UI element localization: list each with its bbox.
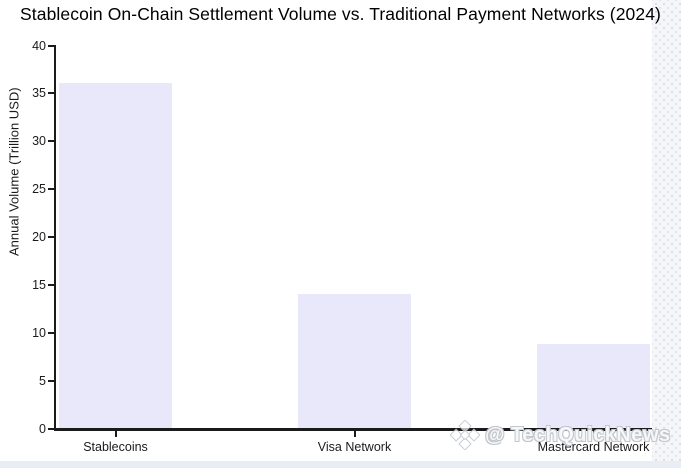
y-tick-label: 30 [32, 134, 46, 149]
x-tick-label: Visa Network [317, 440, 392, 454]
binance-diamond-logo [450, 420, 480, 450]
watermark: @ TechQuickNews [450, 420, 671, 450]
x-tick-mark [114, 431, 117, 437]
y-tick-label: 10 [32, 325, 46, 340]
x-axis-line [54, 428, 652, 431]
y-tick-mark [48, 236, 55, 238]
y-tick-mark [48, 427, 55, 430]
y-tick-mark [48, 331, 55, 334]
x-tick-label: Mastercard Network [537, 440, 650, 454]
x-tick-label: Stablecoins [83, 440, 148, 454]
y-tick-mark [48, 379, 55, 382]
watermark-handle: @ TechQuickNews [485, 423, 671, 446]
y-tick-label: 0 [39, 421, 46, 436]
bar-visa-network [298, 294, 411, 431]
y-tick-mark [48, 188, 55, 191]
y-tick-mark [48, 140, 55, 143]
chart-title: Stablecoin On-Chain Settlement Volume vs… [20, 4, 661, 24]
y-tick-label: 20 [32, 230, 46, 244]
x-tick-mark [592, 431, 595, 437]
bar-stablecoins [59, 83, 172, 431]
y-tick-mark [48, 44, 55, 47]
page-texture-bottom [0, 461, 681, 468]
y-tick-label: 35 [32, 86, 46, 101]
page-texture-right [652, 0, 681, 468]
y-tick-mark [48, 92, 55, 95]
y-tick-label: 15 [32, 277, 46, 292]
y-tick-label: 25 [32, 182, 46, 197]
y-tick-mark [48, 283, 55, 286]
x-tick-mark [353, 431, 356, 437]
y-tick-label: 5 [39, 373, 46, 388]
bar-mastercard-network [537, 343, 650, 431]
y-tick-label: 40 [32, 38, 46, 53]
y-axis-line [54, 45, 56, 431]
